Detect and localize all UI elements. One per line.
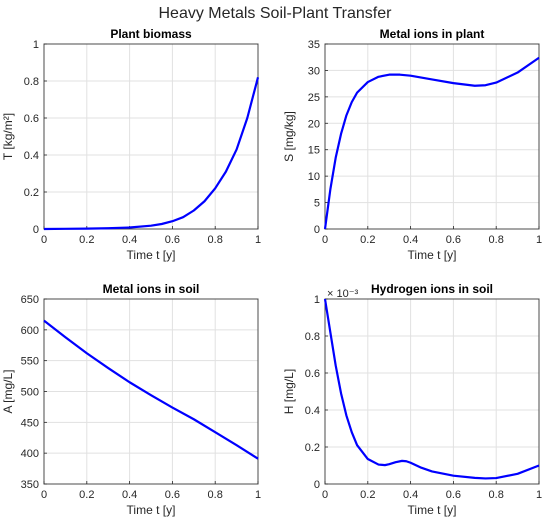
x-axis-label: Time t [y] (408, 503, 457, 517)
subplot-title: Hydrogen ions in soil (371, 282, 493, 296)
y-tick-label: 15 (308, 145, 320, 157)
y-tick-label: 650 (21, 294, 39, 306)
y-tick-label: 0 (314, 224, 320, 236)
subplot-4: 0 0.2 0.4 0.6 0.8 1 0 0.2 0.4 0.6 0.8 1 × 10⁻³ Hydrog… (282, 282, 542, 517)
x-tick-label: 0 (41, 489, 47, 501)
y-tick-label: 5 (314, 198, 320, 210)
x-tick-label: 0.2 (360, 234, 375, 246)
y-axis-label: H [mg/L] (282, 369, 296, 414)
x-tick-label: 1 (536, 234, 542, 246)
y-axis-label: T [kg/m²] (1, 113, 15, 160)
x-tick-label: 1 (536, 489, 542, 501)
y-tick-label: 0.6 (305, 368, 320, 380)
series-line (323, 298, 540, 480)
x-tick-label: 0.2 (79, 234, 94, 246)
plot-area (324, 43, 540, 230)
y-tick-label: 35 (308, 39, 320, 51)
plot-area (324, 298, 540, 485)
y-tick-label: 0.4 (305, 405, 320, 417)
y-tick-label: 0 (314, 479, 320, 491)
y-tick-label: 0.8 (305, 331, 320, 343)
y-tick-label: 0.4 (24, 150, 39, 162)
y-tick-label: 10 (308, 171, 320, 183)
x-tick-label: 0 (322, 489, 328, 501)
y-exponent-label: × 10⁻³ (327, 288, 359, 300)
x-tick-label: 0.2 (360, 489, 375, 501)
x-axis-label: Time t [y] (408, 248, 457, 262)
x-tick-label: 0.6 (446, 489, 461, 501)
x-tick-label: 0.8 (208, 489, 223, 501)
y-tick-label: 0 (33, 224, 39, 236)
x-tick-label: 0.6 (165, 234, 180, 246)
x-tick-label: 0 (41, 234, 47, 246)
x-tick-label: 0.6 (446, 234, 461, 246)
x-tick-label: 1 (255, 489, 261, 501)
x-axis-label: Time t [y] (127, 503, 176, 517)
x-tick-label: 0.6 (165, 489, 180, 501)
subplot-title: Metal ions in plant (380, 27, 485, 41)
y-tick-label: 25 (308, 92, 320, 104)
x-tick-label: 0.8 (489, 234, 504, 246)
y-tick-label: 0.2 (305, 442, 320, 454)
axes-frame (324, 298, 540, 485)
y-tick-label: 450 (21, 417, 39, 429)
y-tick-label: 600 (21, 325, 39, 337)
y-tick-label: 1 (33, 39, 39, 51)
x-tick-label: 0 (322, 234, 328, 246)
y-tick-label: 30 (308, 65, 320, 77)
y-tick-label: 0.6 (24, 113, 39, 125)
axes-frame (43, 43, 259, 230)
y-tick-label: 400 (21, 448, 39, 460)
x-tick-label: 0.4 (122, 489, 137, 501)
subplot-3: 0 0.2 0.4 0.6 0.8 1 350 400 450 500 550 600 650 Metal… (1, 282, 261, 517)
x-tick-label: 0.4 (403, 234, 418, 246)
y-axis-label: A [mg/L] (1, 369, 15, 413)
x-tick-label: 1 (255, 234, 261, 246)
subplot-title: Metal ions in soil (103, 282, 200, 296)
subplot-title: Plant biomass (110, 27, 192, 41)
x-tick-label: 0.4 (403, 489, 418, 501)
y-tick-label: 0.2 (24, 187, 39, 199)
series-line (43, 77, 260, 231)
y-axis-label: S [mg/kg] (282, 111, 296, 162)
y-tick-label: 1 (314, 294, 320, 306)
y-tick-label: 350 (21, 479, 39, 491)
figure-title: Heavy Metals Soil-Plant Transfer (159, 5, 393, 22)
y-tick-label: 0.8 (24, 76, 39, 88)
series-line (323, 56, 540, 230)
x-tick-label: 0.8 (208, 234, 223, 246)
axes-frame (324, 43, 540, 230)
plot-area (43, 43, 259, 230)
y-tick-label: 20 (308, 118, 320, 130)
series-line (43, 319, 259, 460)
x-axis-label: Time t [y] (127, 248, 176, 262)
y-tick-label: 550 (21, 356, 39, 368)
x-tick-label: 0.2 (79, 489, 94, 501)
x-tick-label: 0.8 (489, 489, 504, 501)
y-tick-label: 500 (21, 387, 39, 399)
subplot-1: 0 0.2 0.4 0.6 0.8 1 0 0.2 0.4 0.6 0.8 1 Plant biomas… (1, 27, 261, 262)
x-tick-label: 0.4 (122, 234, 137, 246)
